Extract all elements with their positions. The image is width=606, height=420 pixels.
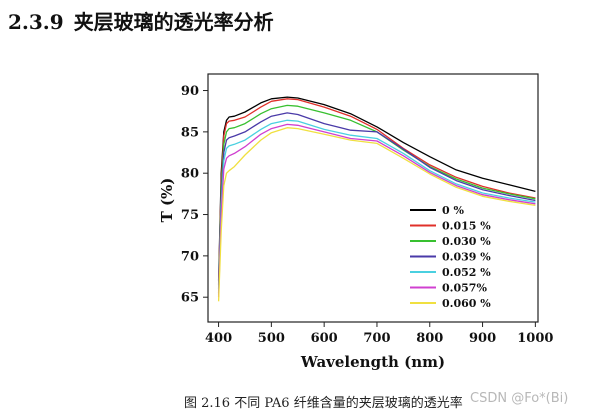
y-tick-label: 70 (181, 249, 199, 264)
legend-label: 0.060 % (442, 297, 491, 310)
y-tick-label: 65 (181, 291, 199, 306)
x-tick-label: 400 (205, 331, 232, 346)
plot-border (207, 73, 539, 323)
series-line-1 (217, 98, 536, 285)
x-tick-label: 900 (469, 331, 496, 346)
y-tick-label: 80 (181, 167, 199, 182)
series-line-2 (217, 104, 536, 289)
section-heading: 2.3.9 夹层玻璃的透光率分析 (8, 6, 274, 35)
series-line-5 (217, 123, 536, 298)
series-line-0 (217, 96, 536, 281)
series-line-4 (217, 119, 536, 295)
x-axis-label: Wavelength (nm) (300, 353, 445, 371)
x-axis-ticks: 400 500 600 700 800 900 1000 (205, 322, 553, 346)
y-tick-label: 75 (181, 208, 199, 223)
watermark: CSDN @Fo*(Bi) (470, 391, 569, 406)
legend-label: 0 % (442, 204, 464, 217)
plot-frame (207, 73, 539, 323)
series-line-3 (217, 112, 536, 294)
legend-label: 0.015 % (442, 220, 491, 233)
legend-label: 0.057% (442, 282, 487, 295)
x-tick-label: 1000 (517, 331, 553, 346)
y-tick-label: 90 (181, 84, 199, 99)
x-tick-label: 800 (416, 331, 443, 346)
x-tick-label: 600 (311, 331, 338, 346)
legend-label: 0.030 % (442, 235, 491, 248)
section-number: 2.3.9 (8, 10, 64, 34)
x-tick-label: 700 (363, 331, 390, 346)
y-tick-label: 85 (181, 125, 199, 140)
y-axis-label: T (%) (158, 178, 176, 223)
series-line-6 (217, 127, 536, 302)
legend: 0 % 0.015 % 0.030 % 0.039 % 0.052 % 0.057% 0.0… (410, 204, 491, 310)
legend-label: 0.039 % (442, 251, 491, 264)
x-tick-label: 500 (258, 331, 285, 346)
figure-caption: 图 2.16 不同 PA6 纤维含量的夹层玻璃的透光率 (184, 396, 463, 411)
section-title: 夹层玻璃的透光率分析 (73, 10, 274, 34)
series-lines (217, 96, 536, 302)
y-axis-ticks: 65 70 75 80 85 90 (181, 84, 208, 306)
legend-label: 0.052 % (442, 266, 491, 279)
